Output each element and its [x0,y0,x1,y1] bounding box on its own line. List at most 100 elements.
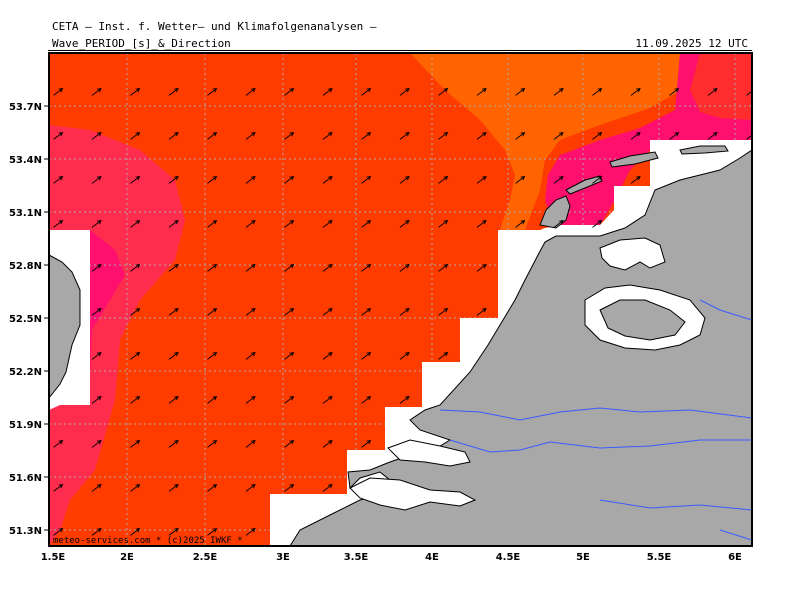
wave-arrow-114 [207,440,218,448]
wave-arrow-97 [322,352,333,360]
wave-arrow-87 [361,308,372,316]
map-subtitle: Wave_PERIOD_[s]_&_Direction [52,37,231,50]
rivers [439,299,752,541]
wave-arrow-131 [207,528,218,536]
wave-arrow-25 [284,132,295,140]
lon-label-4: 4E [425,552,439,563]
estuary-haringvliet [387,439,471,467]
wave-arrow-59 [245,220,256,228]
wave-arrow-99 [399,352,410,360]
wave-arrow-2 [130,88,141,96]
wave-arrow-41 [168,176,179,184]
wave-arrow-1 [91,88,102,96]
wave-arrow-106 [284,396,295,404]
wave-arrow-26 [322,132,333,140]
wave-arrow-65 [476,220,487,228]
wave-arrow-88 [399,308,410,316]
lat-label-53.7: 53.7N [9,102,42,113]
wave-arrow-89 [438,308,449,316]
estuary-oosterschelde [349,477,477,511]
wave-arrow-82 [168,308,179,316]
wave-arrow-73 [245,264,256,272]
lon-label-2.5: 2.5E [193,552,218,563]
wave-arrow-116 [284,440,295,448]
wave-arrow-48 [438,176,449,184]
wave-arrow-13 [553,88,564,96]
lon-label-3.5: 3.5E [344,552,369,563]
wave-arrow-45 [322,176,333,184]
wave-arrow-132 [245,528,256,536]
wave-arrow-118 [361,440,372,448]
wave-arrow-67 [553,220,564,228]
wave-arrow-51 [553,176,564,184]
lon-labels: 1.5E 2E 2.5E 3E 3.5E 4E 4.5E 5E 5.5E 6E [41,552,742,563]
wave-arrow-21 [130,132,141,140]
wave-arrow-70 [130,264,141,272]
wave-arrow-75 [322,264,333,272]
wave-arrow-38 [53,176,64,184]
wave-arrow-27 [361,132,372,140]
island-vlieland [565,175,603,195]
wave-arrow-19 [53,132,64,140]
wave-arrow-55 [91,220,102,228]
wave-arrow-32 [553,132,564,140]
axis-ticks [44,105,49,531]
wave-arrow-77 [399,264,410,272]
wave-arrow-39 [91,176,102,184]
lat-label-52.2: 52.2N [9,367,42,378]
wave-arrow-130 [168,528,179,536]
inland-water-ijsselmeer [599,237,666,271]
wave-direction-arrows [53,88,752,536]
wave-arrow-117 [322,440,333,448]
lat-labels: 53.7N 53.4N 53.1N 52.8N 52.5N 52.2N 51.9… [9,102,42,537]
wave-arrow-5 [245,88,256,96]
wave-arrow-91 [91,352,102,360]
wave-arrow-24 [245,132,256,140]
lon-label-5.5: 5.5E [647,552,672,563]
wave-arrow-96 [284,352,295,360]
wave-arrow-112 [130,440,141,448]
plot-frame [48,52,753,547]
lat-label-52.5: 52.5N [9,314,42,325]
wave-arrow-46 [361,176,372,184]
wave-arrow-123 [207,484,218,492]
lon-label-3: 3E [276,552,290,563]
wave-arrow-69 [91,264,102,272]
wave-arrow-100 [438,352,449,360]
lon-label-1.5: 1.5E [41,552,66,563]
wave-arrow-68 [592,220,603,228]
wave-arrow-108 [361,396,372,404]
wave-arrow-125 [284,484,295,492]
wave-arrow-47 [399,176,410,184]
wave-arrow-111 [91,440,102,448]
wave-arrow-104 [207,396,218,404]
wave-arrow-72 [207,264,218,272]
wave-arrow-86 [322,308,333,316]
wave-arrow-23 [207,132,218,140]
map-title: CETA — Inst. f. Wetter— und Klimafolgena… [52,20,377,33]
wave-arrow-36 [707,132,718,140]
wave-arrow-9 [399,88,410,96]
wave-arrow-127 [53,528,64,536]
wave-arrow-29 [438,132,449,140]
lat-label-53.4: 53.4N [9,155,42,166]
wave-arrow-107 [322,396,333,404]
wave-arrow-31 [515,132,526,140]
wave-arrow-12 [515,88,526,96]
wave-arrow-3 [168,88,179,96]
wave-arrow-74 [284,264,295,272]
wave-arrow-20 [91,132,102,140]
wave-arrow-61 [322,220,333,228]
lat-label-51.9: 51.9N [9,420,42,431]
wave-arrow-56 [130,220,141,228]
wave-arrow-119 [53,484,64,492]
wave-arrow-14 [592,88,603,96]
land-england [49,254,81,399]
wave-arrow-81 [130,308,141,316]
wave-arrow-115 [245,440,256,448]
wave-arrow-90 [476,308,487,316]
wave-arrow-78 [438,264,449,272]
sea-field-red-ne [690,53,752,120]
wave-arrow-71 [168,264,179,272]
sea-field-orange [410,53,680,235]
